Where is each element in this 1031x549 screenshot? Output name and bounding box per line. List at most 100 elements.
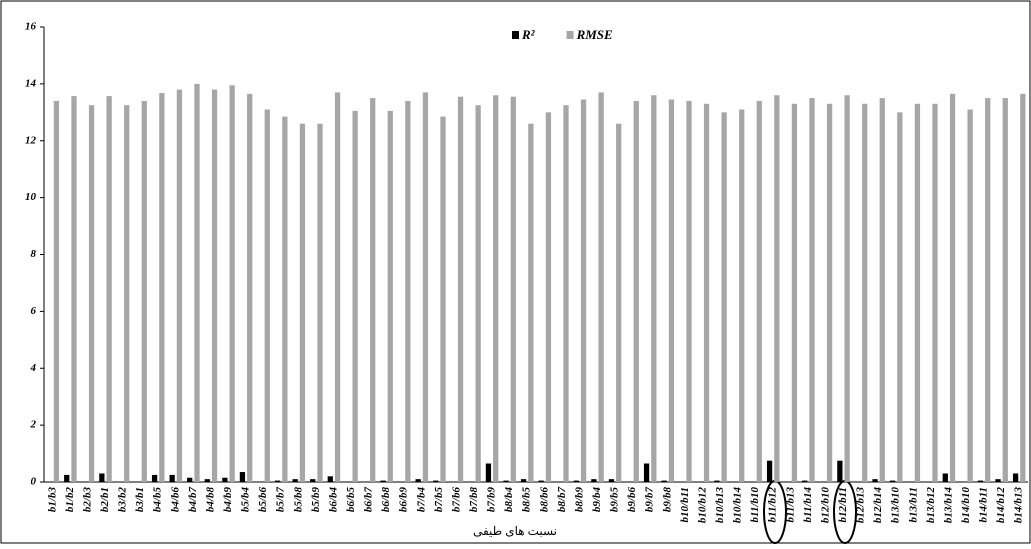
bar — [791, 103, 798, 482]
y-tick-label: 10 — [25, 191, 37, 203]
x-tick-label: b3/b2 — [117, 487, 129, 513]
bar — [932, 103, 938, 482]
y-tick-label: 6 — [31, 305, 37, 317]
bar — [914, 103, 921, 482]
x-tick-label: b4/b8 — [204, 487, 216, 513]
bar — [317, 123, 323, 482]
bar — [264, 109, 270, 482]
bar — [837, 460, 843, 482]
x-tick-label: b13/b12 — [925, 487, 937, 524]
bar — [809, 98, 815, 482]
bar — [310, 479, 316, 482]
bar — [528, 123, 534, 482]
x-tick-label: b7/b9 — [486, 487, 498, 513]
x-tick-label: b8/b6 — [538, 487, 550, 513]
x-tick-label: b10/b12 — [696, 487, 708, 524]
x-tick-label: b4/b6 — [169, 487, 181, 513]
bar — [668, 99, 675, 482]
x-tick-label: b14/b10 — [960, 487, 972, 524]
y-tick-label: 16 — [25, 21, 37, 33]
bar — [422, 92, 429, 482]
bar — [493, 95, 499, 482]
bar — [538, 480, 544, 482]
x-tick-label: b13/b10 — [890, 487, 902, 524]
x-tick-label: b2/b1 — [99, 487, 111, 512]
bar — [222, 477, 228, 482]
x-tick-label: b9/b7 — [644, 487, 656, 513]
bar — [1020, 93, 1026, 482]
bar — [204, 479, 210, 482]
bar — [844, 95, 850, 482]
bar — [872, 479, 878, 482]
bar — [633, 100, 639, 482]
bar — [977, 480, 984, 482]
x-tick-label: b10/b11 — [679, 487, 691, 522]
bar — [187, 477, 193, 482]
bar — [889, 480, 896, 482]
bar — [159, 92, 165, 482]
x-tick-label: b7/b5 — [433, 487, 445, 513]
bar — [598, 92, 604, 482]
bar — [995, 479, 1001, 482]
bar — [766, 460, 773, 482]
bar — [433, 480, 439, 482]
x-tick-label: b4/b9 — [222, 487, 234, 513]
x-tick-label: b5/b7 — [275, 487, 287, 513]
y-tick-label: 14 — [25, 77, 37, 89]
bar — [88, 105, 95, 482]
x-tick-label: b11/b12 — [767, 487, 779, 523]
bar — [169, 474, 175, 482]
bar — [756, 100, 762, 482]
bar — [503, 480, 509, 482]
bar — [239, 472, 246, 482]
x-tick-label: b14/b11 — [978, 487, 990, 522]
x-tick-label: b12/b11 — [837, 487, 849, 522]
bar — [721, 112, 727, 482]
y-tick-label: 2 — [30, 419, 37, 431]
bar — [573, 480, 579, 482]
x-tick-label: b6/b8 — [380, 487, 392, 513]
x-tick-label: b1/b3 — [46, 487, 58, 513]
bar — [826, 103, 833, 482]
bar — [739, 109, 745, 482]
x-tick-label: b6/b9 — [398, 487, 410, 513]
bar — [415, 479, 421, 482]
bar — [405, 100, 411, 482]
bar — [608, 479, 615, 482]
bar — [440, 116, 446, 482]
bar — [862, 103, 868, 482]
bar — [643, 463, 650, 482]
bar — [802, 480, 808, 482]
bar — [686, 100, 692, 482]
bar — [563, 105, 569, 482]
x-axis-title: نسبت های طیفی — [473, 524, 557, 538]
x-tick-label: b5/b9 — [310, 487, 322, 513]
bar — [475, 105, 481, 482]
x-tick-label: b8/b9 — [573, 487, 585, 513]
bar — [64, 474, 70, 482]
x-tick-label: b6/b5 — [345, 487, 357, 513]
bar — [1012, 473, 1019, 482]
bar — [292, 479, 298, 482]
x-tick-label: b2/b3 — [81, 487, 93, 513]
bar — [897, 112, 903, 482]
x-tick-label: b14/b12 — [995, 487, 1007, 524]
x-tick-label: b9/b5 — [609, 487, 621, 513]
y-tick-label: 4 — [30, 362, 37, 374]
x-tick-label: b12/b10 — [819, 487, 831, 524]
bar — [774, 95, 780, 482]
legend-swatch — [512, 31, 519, 39]
bar — [520, 479, 527, 482]
x-tick-label: b6/b4 — [327, 487, 339, 513]
legend-swatch — [566, 31, 574, 39]
y-tick-label: 8 — [31, 248, 37, 260]
bar — [651, 95, 657, 482]
bar — [106, 96, 112, 483]
bar — [616, 123, 622, 482]
bar — [714, 480, 720, 482]
bar — [591, 479, 597, 482]
bar — [985, 98, 991, 482]
x-tick-label: b14/b13 — [1013, 487, 1025, 524]
bar — [274, 480, 281, 482]
bar — [194, 83, 200, 482]
